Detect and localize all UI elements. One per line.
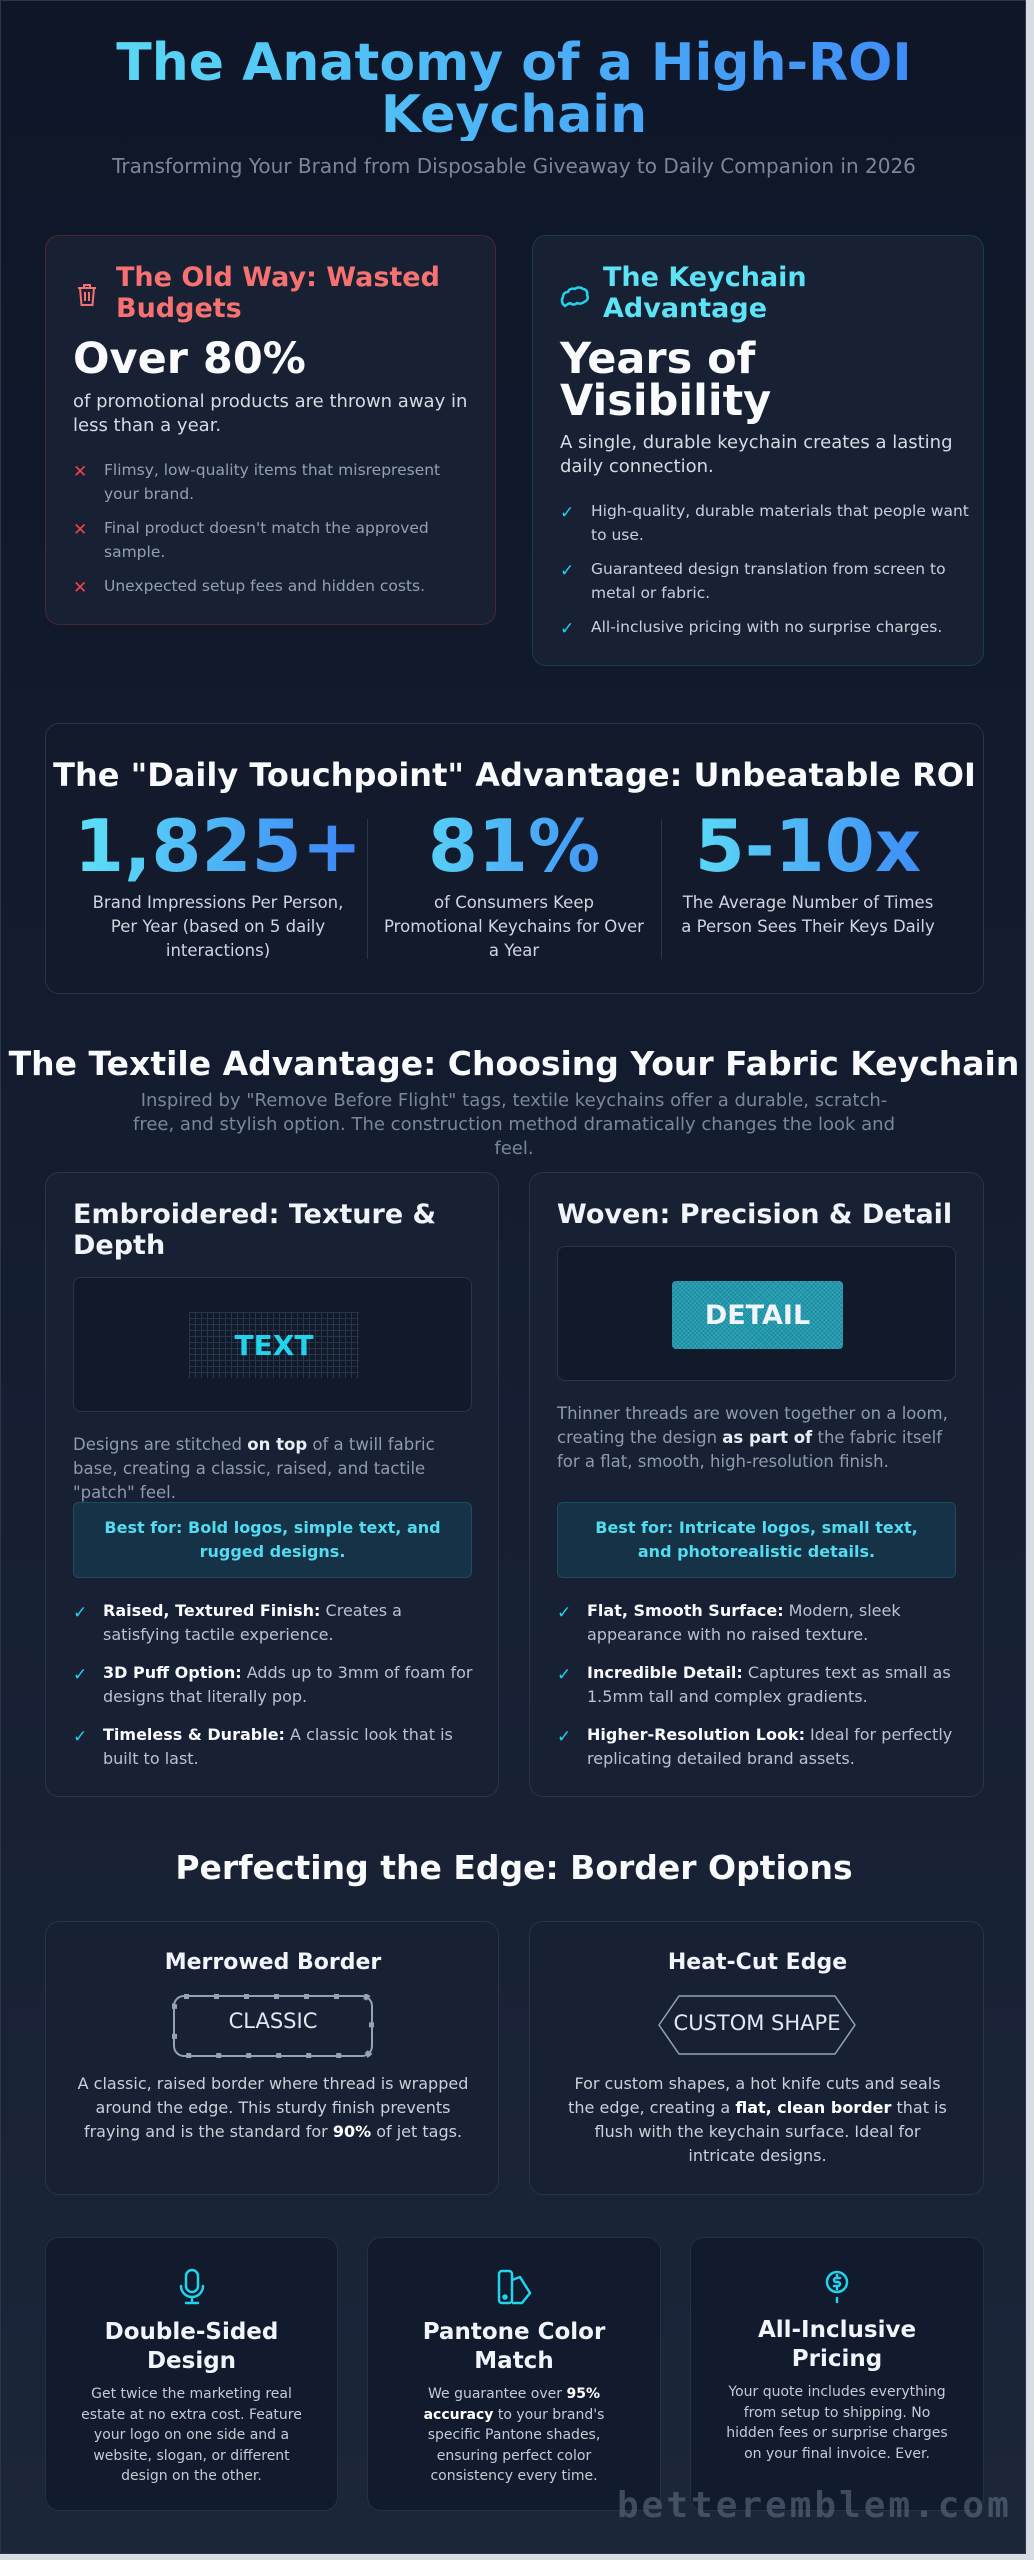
heatcut-desc: For custom shapes, a hot knife cuts and … (568, 2074, 947, 2165)
woven-title: Woven: Precision & Detail (557, 1199, 953, 1230)
list-item: ✓ Guaranteed design translation from scre… (560, 560, 946, 602)
list-item: ✕ Unexpected setup fees and hidden costs. (73, 577, 426, 598)
embroidered-card: Embroidered: Texture & Depth TEXT Design… (45, 1172, 499, 1797)
feature-desc: Get twice the marketing real estate at n… (81, 2386, 302, 2484)
check-icon: ✓ (560, 619, 575, 639)
roi-heading: The "Daily Touchpoint" Advantage: Unbeat… (53, 756, 976, 794)
feature-card: Pantone Color Match We guarantee over 95… (367, 2237, 661, 2511)
microphone-icon (179, 2268, 204, 2305)
woven-desc: Thinner threads are woven together on a … (557, 1404, 948, 1471)
edge-heading: Perfecting the Edge: Border Options (175, 1848, 853, 1887)
woven-card: Woven: Precision & Detail DETAIL Thinner… (529, 1172, 984, 1797)
embroidered-preview: TEXT (73, 1277, 472, 1412)
advantage-list: ✓ High-quality, durable materials that pe… (560, 499, 970, 649)
roi-card (45, 723, 984, 994)
roi-stat: 81% of Consumers Keep Promotional Keychai… (367, 801, 661, 963)
old-way-heading: The Old Way: Wasted Budgets (116, 262, 440, 324)
feature-card: Double-Sided Design Get twice the market… (45, 2237, 338, 2511)
feature-title: Double-Sided Design (104, 2319, 279, 2374)
divider (661, 819, 662, 959)
woven-preview: DETAIL (557, 1246, 956, 1381)
feature-title: All-Inclusive Pricing (757, 2317, 917, 2372)
list-item: ✓ High-quality, durable materials that pe… (560, 502, 969, 544)
stat-value: 5-10x (661, 801, 955, 891)
page-title: The Anatomy of a High-ROI Keychain (1, 37, 1027, 141)
embroidered-desc: Designs are stitched on top of a twill f… (73, 1435, 435, 1502)
heatcut-title: Heat-Cut Edge (667, 1950, 848, 1975)
feature-title: Pantone Color Match (422, 2319, 606, 2374)
advantage-stat: Years of Visibility (560, 334, 772, 426)
merrowed-border-sample (172, 1994, 374, 2058)
check-icon: ✓ (557, 1665, 572, 1685)
swatch-icon (497, 2269, 532, 2305)
dollar-pin-icon (825, 2270, 849, 2304)
check-icon: ✓ (73, 1665, 88, 1685)
stat-label: of Consumers Keep Promotional Keychains … (384, 893, 644, 960)
feature-desc: We guarantee over 95% accuracy to your b… (423, 2386, 605, 2484)
merrowed-desc: A classic, raised border where thread is… (77, 2074, 469, 2141)
list-item: ✕ Final product doesn't match the approve… (73, 519, 429, 561)
stat-label: Brand Impressions Per Person, Per Year (… (92, 893, 344, 960)
old-way-list: ✕ Flimsy, low-quality items that misrepre… (73, 458, 473, 608)
advantage-heading: The Keychain Advantage (603, 262, 807, 324)
old-way-desc: of promotional products are thrown away … (73, 391, 468, 436)
embroidered-sample-text: TEXT (234, 1328, 314, 1362)
roi-stat: 1,825+ Brand Impressions Per Person, Per … (71, 801, 365, 963)
list-item: ✕ Flimsy, low-quality items that misrepre… (73, 461, 441, 503)
watermark: betteremblem.com (617, 2485, 1012, 2526)
embroidered-best-for: Best for: Bold logos, simple text, and r… (73, 1502, 472, 1578)
heatcut-sample-text: CUSTOM SHAPE (673, 2011, 841, 2035)
woven-best-for: Best for: Intricate logos, small text, a… (557, 1502, 956, 1578)
list-item: ✓ Incredible Detail: Captures text as sma… (557, 1663, 951, 1706)
textile-subtitle: Inspired by "Remove Before Flight" tags,… (133, 1090, 895, 1159)
brain-icon (560, 286, 590, 308)
woven-sample-text: DETAIL (704, 1299, 811, 1331)
embroidered-features: ✓ Raised, Textured Finish: Creates a sati… (73, 1599, 478, 1785)
x-icon: ✕ (73, 462, 88, 482)
stat-value: 1,825+ (71, 801, 365, 891)
check-icon: ✓ (73, 1603, 88, 1623)
merrowed-sample-text: CLASSIC (228, 2009, 318, 2033)
check-icon: ✓ (73, 1727, 88, 1747)
list-item: ✓ Flat, Smooth Surface: Modern, sleek app… (557, 1601, 901, 1644)
stat-value: 81% (367, 801, 661, 891)
stat-label: The Average Number of Times a Person See… (681, 893, 935, 936)
heatcut-card: Heat-Cut Edge CUSTOM SHAPE For custom sh… (529, 1921, 984, 2195)
divider (367, 819, 368, 959)
old-way-card: The Old Way: Wasted Budgets Over 80% of … (45, 235, 496, 625)
page-subtitle: Transforming Your Brand from Disposable … (112, 154, 916, 178)
feature-desc: Your quote includes everything from setu… (726, 2384, 948, 2462)
embroidered-title: Embroidered: Texture & Depth (73, 1199, 437, 1261)
textile-heading: The Textile Advantage: Choosing Your Fab… (8, 1044, 1020, 1083)
feature-card: All-Inclusive Pricing Your quote include… (690, 2237, 984, 2511)
list-item: ✓ Timeless & Durable: A classic look that… (73, 1725, 453, 1768)
merrowed-card: Merrowed Border CLASSIC A classic, raise… (45, 1921, 499, 2195)
x-icon: ✕ (73, 520, 88, 540)
heatcut-shape-sample (658, 1995, 856, 2055)
x-icon: ✕ (73, 578, 88, 598)
advantage-card: The Keychain Advantage Years of Visibili… (532, 235, 984, 666)
old-way-stat: Over 80% (73, 334, 306, 384)
list-item: ✓ Higher-Resolution Look: Ideal for perfe… (557, 1725, 953, 1768)
merrowed-title: Merrowed Border (164, 1950, 382, 1975)
list-item: ✓ All-inclusive pricing with no surprise … (560, 618, 943, 639)
woven-features: ✓ Flat, Smooth Surface: Modern, sleek app… (557, 1599, 962, 1785)
list-item: ✓ 3D Puff Option: Adds up to 3mm of foam … (73, 1663, 473, 1706)
check-icon: ✓ (557, 1727, 572, 1747)
list-item: ✓ Raised, Textured Finish: Creates a sati… (73, 1601, 402, 1644)
roi-stat: 5-10x The Average Number of Times a Perso… (661, 801, 955, 939)
trash-icon (78, 284, 96, 306)
check-icon: ✓ (560, 561, 575, 581)
check-icon: ✓ (557, 1603, 572, 1623)
advantage-desc: A single, durable keychain creates a las… (560, 432, 953, 477)
check-icon: ✓ (560, 503, 575, 523)
